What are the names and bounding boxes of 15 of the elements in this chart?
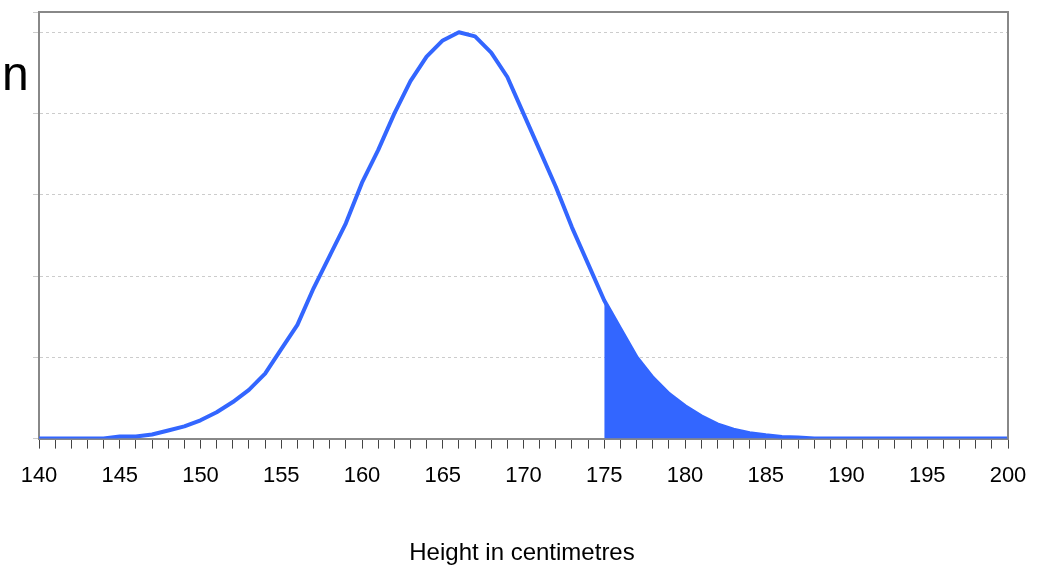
text: n [2, 47, 29, 100]
x-tick-label: 160 [343, 461, 381, 487]
x-tick-label: 145 [101, 461, 139, 487]
x-tick-label: 140 [20, 461, 58, 487]
x-tick-label: 185 [747, 461, 785, 487]
x-tick-label: 190 [828, 461, 865, 487]
x-tick-label: 170 [505, 461, 542, 487]
x-axis-title: Height in centimetres [408, 538, 636, 566]
x-tick-label: 155 [262, 461, 300, 487]
x-tick-label: 150 [182, 461, 219, 487]
x-tick-label: 165 [424, 461, 462, 487]
x-tick-label: 195 [908, 461, 946, 487]
x-tick-label: 175 [585, 461, 623, 487]
x-tick-label: 180 [666, 461, 704, 487]
x-tick-label: 200 [989, 461, 1027, 487]
